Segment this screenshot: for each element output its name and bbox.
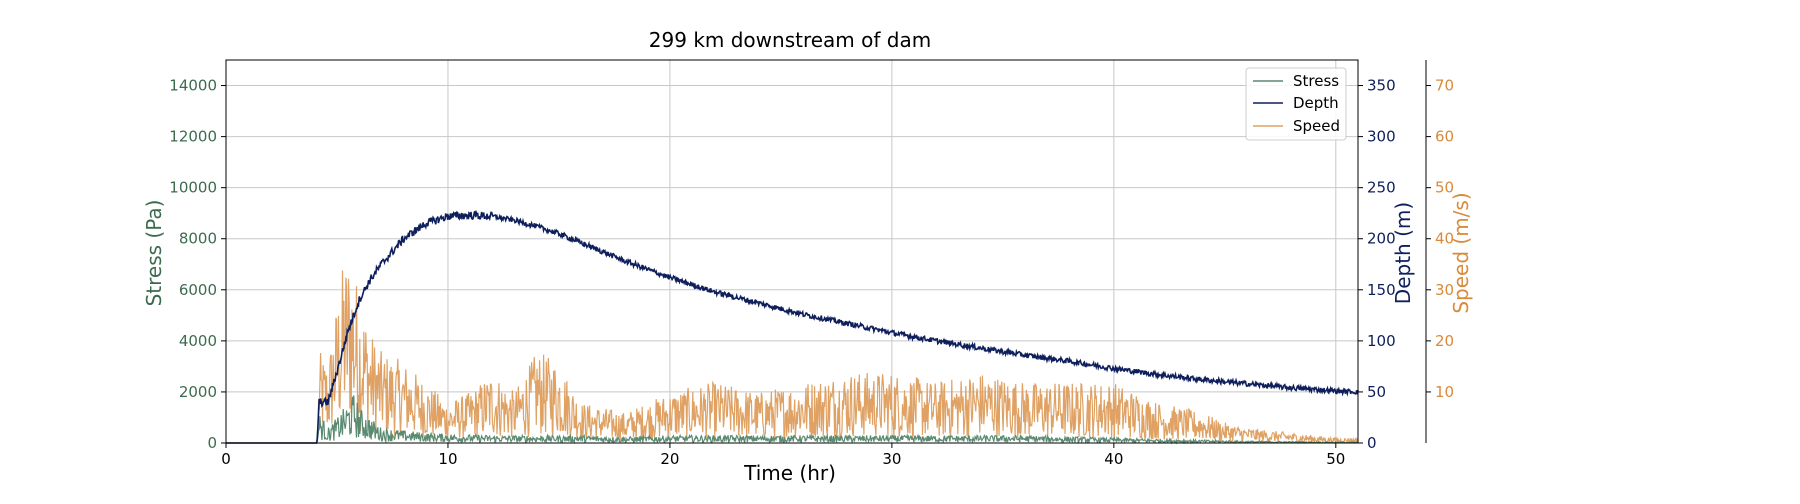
speed-axis-title: Speed (m/s): [1449, 192, 1473, 313]
depth-tick-label: 150: [1367, 281, 1396, 299]
depth-tick-label: 250: [1367, 179, 1396, 197]
x-tick-label: 0: [221, 450, 231, 468]
depth-tick-label: 100: [1367, 332, 1396, 350]
x-axis-title: Time (hr): [743, 461, 836, 485]
speed-tick-label: 20: [1435, 332, 1454, 350]
x-tick-label: 40: [1104, 450, 1123, 468]
depth-axis-title: Depth (m): [1391, 202, 1415, 304]
depth-tick-label: 350: [1367, 77, 1396, 95]
x-tick-label: 50: [1326, 450, 1345, 468]
legend: Stress Depth Speed: [1245, 67, 1347, 141]
series-layer: [226, 209, 1359, 445]
stress-tick-label: 14000: [169, 77, 217, 95]
series-line-depth: [226, 209, 1359, 444]
legend-label-stress: Stress: [1293, 72, 1339, 90]
series-line-speed: [226, 270, 1359, 445]
axes-layer: 0 10 20 30 40 5002000400060008000100001200014…: [169, 59, 1454, 468]
x-tick-label: 10: [438, 450, 457, 468]
chart-title: 299 km downstream of dam: [649, 28, 931, 52]
speed-tick-label: 40: [1435, 230, 1454, 248]
stress-tick-label: 8000: [179, 230, 217, 248]
stress-tick-label: 2000: [179, 383, 217, 401]
legend-label-speed: Speed: [1293, 117, 1340, 135]
depth-tick-label: 50: [1367, 383, 1386, 401]
stress-axis-title: Stress (Pa): [142, 200, 166, 307]
speed-tick-label: 10: [1435, 383, 1454, 401]
x-tick-label: 30: [882, 450, 901, 468]
stress-tick-label: 0: [207, 434, 217, 452]
stress-tick-label: 10000: [169, 179, 217, 197]
series-line-stress: [226, 395, 1359, 445]
x-tick-label: 20: [660, 450, 679, 468]
speed-tick-label: 70: [1435, 77, 1454, 95]
speed-tick-label: 30: [1435, 281, 1454, 299]
legend-box: [1245, 67, 1347, 141]
speed-tick-label: 50: [1435, 179, 1454, 197]
plot-frame: [225, 59, 1359, 444]
legend-label-depth: Depth: [1293, 94, 1339, 112]
depth-tick-label: 200: [1367, 230, 1396, 248]
speed-tick-label: 60: [1435, 128, 1454, 146]
stress-tick-label: 6000: [179, 281, 217, 299]
stress-tick-label: 12000: [169, 128, 217, 146]
depth-tick-label: 0: [1367, 434, 1377, 452]
depth-tick-label: 300: [1367, 128, 1396, 146]
stress-tick-label: 4000: [179, 332, 217, 350]
